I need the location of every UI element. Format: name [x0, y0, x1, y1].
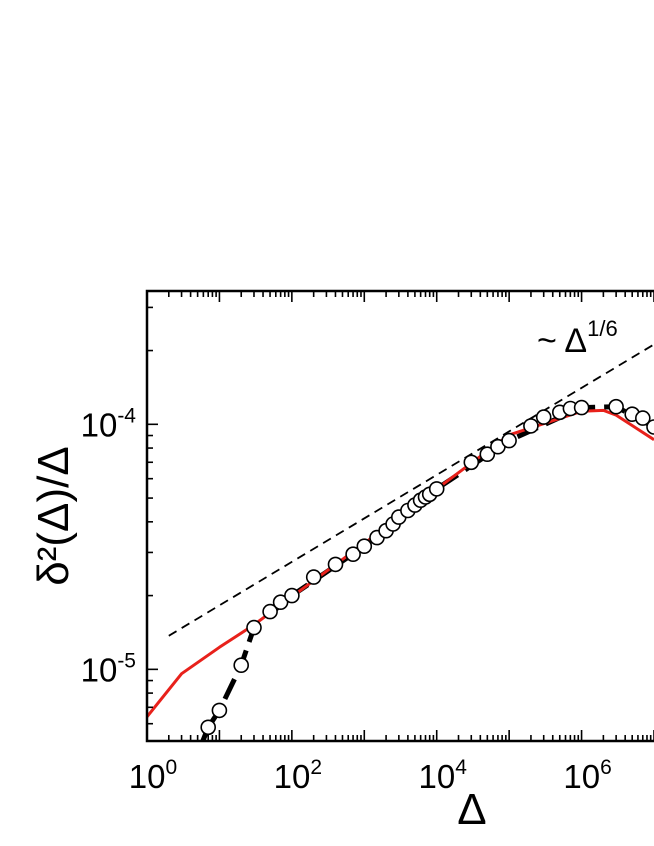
ticks-layer — [146, 291, 654, 741]
data-point-11 — [356, 538, 373, 555]
data-point-22 — [463, 454, 480, 471]
data-point-2 — [211, 702, 228, 719]
data-point-21 — [428, 481, 445, 497]
plot-frame — [145, 289, 654, 743]
y-tick-label-1: 10-4 — [81, 404, 137, 443]
x-tick-label-1: 102 — [274, 756, 322, 795]
data-point-10 — [345, 546, 361, 563]
data-point-8 — [305, 569, 322, 585]
data-point-1 — [200, 719, 216, 736]
y-axis-label: δ²(Δ)/Δ — [29, 446, 78, 585]
data-point-31 — [608, 398, 624, 415]
data-markers — [191, 398, 654, 761]
data-point-7 — [284, 587, 300, 604]
power-law-annotation: ~ Δ1/6 — [537, 316, 618, 360]
x-tick-label-0: 100 — [129, 756, 177, 795]
data-point-0 — [191, 747, 205, 761]
data-point-25 — [501, 432, 517, 449]
data-point-33 — [634, 410, 651, 426]
data-point-5 — [262, 603, 278, 620]
power-law-guide-line — [168, 343, 654, 637]
data-point-9 — [327, 556, 344, 573]
data-point-26 — [523, 418, 539, 434]
data-point-23 — [479, 446, 496, 463]
series-layer — [147, 343, 654, 761]
data-point-27 — [535, 409, 552, 425]
fit-line-red — [147, 408, 654, 718]
data-point-30 — [573, 399, 590, 416]
data-point-6 — [272, 594, 289, 611]
dashed-guide-line-thick — [200, 404, 654, 741]
x-tick-label-3: 106 — [563, 756, 611, 795]
data-point-34 — [646, 419, 654, 435]
labels-layer: 100 102 104 106 10-5 10-4 Δδ²(Δ)/Δ ~ Δ1/6 — [29, 316, 618, 834]
data-point-3 — [233, 657, 249, 674]
x-tick-label-2: 104 — [419, 756, 468, 795]
y-tick-label-0: 10-5 — [81, 649, 136, 688]
data-point-4 — [246, 619, 262, 636]
x-axis-label: Δ — [457, 785, 486, 834]
